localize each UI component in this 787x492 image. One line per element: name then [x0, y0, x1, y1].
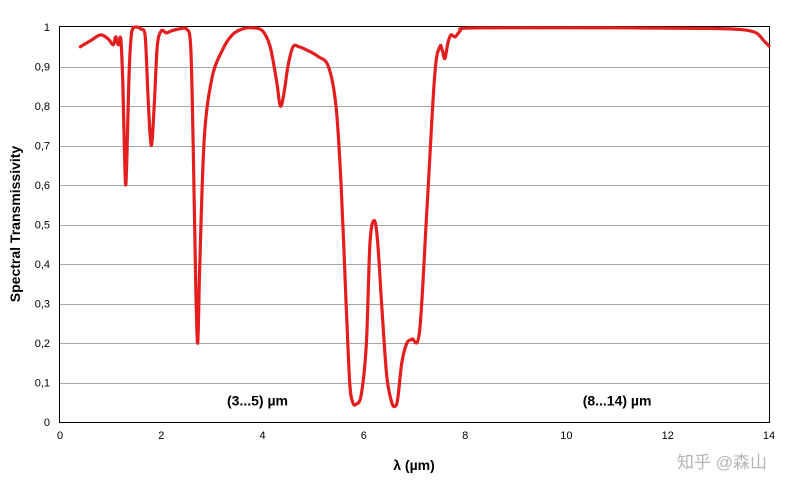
y-tick-label: 0,9: [35, 62, 50, 74]
region-label-0: (3...5) µm: [227, 392, 288, 408]
y-tick-label: 0,6: [35, 180, 50, 192]
x-axis-title: λ (µm): [393, 457, 435, 473]
y-tick-labels: 0 0,1 0,2 0,3 0,4 0,5 0,6 0,7 0,8 0,9 1: [35, 22, 50, 429]
y-tick-label: 0,8: [35, 101, 50, 113]
y-axis-title: Spectral Transmissivity: [7, 146, 23, 303]
x-tick-label: 6: [361, 430, 367, 442]
x-tick-labels: 0 2 4 6 8 10 12 14: [57, 430, 775, 442]
y-tick-label: 0,4: [35, 259, 50, 271]
y-tick-label: 0,5: [35, 220, 50, 232]
x-tick-label: 0: [57, 430, 63, 442]
y-tick-label: 1: [44, 22, 50, 34]
y-tick-label: 0,3: [35, 299, 50, 311]
region-annotations: (3...5) µm (8...14) µm: [227, 392, 651, 408]
x-tick-label: 2: [158, 430, 164, 442]
y-tick-label: 0,1: [35, 378, 50, 390]
x-tick-label: 8: [462, 430, 468, 442]
region-label-1: (8...14) µm: [583, 392, 652, 408]
series-layer: [78, 25, 771, 409]
x-tick-label: 4: [260, 430, 266, 442]
x-tick-label: 14: [763, 430, 775, 442]
x-tick-label: 12: [662, 430, 674, 442]
y-tick-label: 0: [44, 417, 50, 429]
transmissivity-line-0: [78, 25, 771, 409]
y-tick-label: 0,7: [35, 141, 50, 153]
x-tick-label: 10: [560, 430, 572, 442]
grid-lines: [60, 67, 769, 384]
plot-frame: [59, 26, 770, 423]
watermark-text: 知乎 @森山: [677, 453, 767, 472]
y-tick-label: 0,2: [35, 338, 50, 350]
